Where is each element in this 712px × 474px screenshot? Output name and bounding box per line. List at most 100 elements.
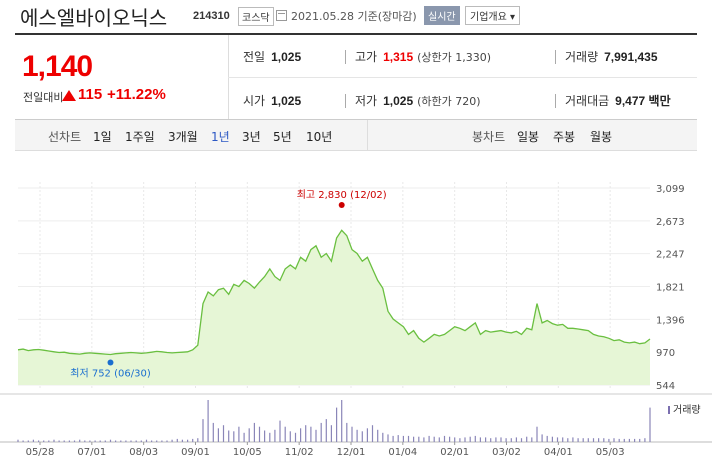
stock-code: 214310 (193, 10, 230, 22)
x-tick-label: 05/28 (26, 447, 55, 458)
volume-bar (459, 438, 461, 442)
volume-bar (202, 419, 204, 442)
x-tick-label: 02/01 (440, 447, 469, 458)
volume-bar (567, 438, 569, 442)
candle-monthly[interactable]: 월봉 (590, 130, 613, 144)
period-1w[interactable]: 1주일 (125, 130, 155, 144)
volume-bar (587, 438, 589, 442)
volume-bar (22, 440, 24, 442)
volume-bar (187, 439, 189, 442)
price-summary: 1,140 전일대비 115 +11.22% 전일 1,025 고가 1,315 (상… (15, 35, 697, 120)
volume-bar (531, 437, 533, 442)
volume-bar (253, 422, 255, 442)
period-1d[interactable]: 1일 (93, 130, 112, 144)
y-tick-label: 1,396 (656, 315, 685, 326)
volume-bar (361, 431, 363, 442)
volume-bar (130, 440, 132, 442)
volume-bar (464, 437, 466, 442)
volume-bar (212, 422, 214, 442)
volume-bar (397, 435, 399, 442)
volume-bar (120, 440, 122, 442)
volume-bar (485, 437, 487, 442)
volume-bar (551, 436, 553, 442)
volume-bar (598, 438, 600, 442)
candle-daily[interactable]: 일봉 (517, 130, 540, 144)
y-axis-ticks: 3,099 2,673 2,247 1,821 1,396 970 544 (656, 184, 685, 392)
volume-bar (608, 438, 610, 442)
x-tick-label: 11/02 (285, 447, 314, 458)
volume-bar (300, 428, 302, 442)
company-name: 에스엘바이오닉스 (20, 6, 168, 30)
x-tick-label: 03/02 (492, 447, 521, 458)
period-5y[interactable]: 5년 (273, 130, 292, 144)
volume-bar (392, 435, 394, 442)
volume-bars (17, 400, 651, 442)
x-tick-label: 01/04 (388, 447, 417, 458)
volume-bar (27, 440, 29, 442)
realtime-button[interactable]: 실시간 (424, 6, 460, 25)
volume-bar (510, 438, 512, 442)
x-tick-label: 10/05 (233, 447, 262, 458)
y-tick-label: 2,247 (656, 250, 685, 261)
volume-bar (279, 420, 281, 442)
volume-bar (613, 438, 615, 442)
volume-bar (479, 437, 481, 442)
line-chart-label: 선차트 (48, 130, 82, 144)
volume-bar (228, 430, 230, 442)
volume-bar (454, 437, 456, 442)
volume-bar (490, 438, 492, 442)
volume-bar (634, 438, 636, 442)
volume-bar (135, 440, 137, 442)
volume-bar (402, 435, 404, 442)
volume-bar (639, 438, 641, 442)
volume-bar (341, 400, 343, 442)
volume-legend: 거래량 (673, 404, 701, 416)
y-tick-label: 2,673 (656, 217, 685, 228)
volume-bar (104, 440, 106, 442)
summary-row-divider (228, 77, 697, 78)
volume-bar (500, 437, 502, 442)
market-badge: 코스닥 (238, 7, 274, 26)
stat-separator (345, 94, 346, 108)
volume-bar (325, 419, 327, 442)
y-tick-label: 3,099 (656, 184, 685, 195)
period-10y[interactable]: 10년 (306, 130, 333, 144)
stat-separator (345, 50, 346, 64)
high-price: 고가 1,315 (상한가 1,330) (355, 50, 492, 64)
low-price: 저가 1,025 (하한가 720) (355, 94, 481, 108)
volume-bar (233, 431, 235, 442)
volume-bar (520, 438, 523, 442)
period-1y[interactable]: 1년 (211, 130, 230, 144)
volume-bar (294, 432, 297, 442)
volume-bar (644, 438, 646, 442)
volume-bar (58, 440, 60, 442)
period-divider (367, 120, 368, 150)
volume-bar (289, 431, 291, 442)
volume-bar (572, 437, 574, 442)
price-line (17, 229, 651, 356)
candle-weekly[interactable]: 주봉 (553, 130, 576, 144)
volume-bar (63, 440, 65, 442)
volume-bar (176, 438, 178, 442)
volume-bar (284, 426, 286, 442)
volume-bar (330, 425, 332, 442)
volume-bar (258, 426, 261, 442)
volume-bar (346, 422, 348, 442)
period-3y[interactable]: 3년 (242, 130, 261, 144)
candle-chart-label: 봉차트 (472, 130, 506, 144)
volume-bar (515, 437, 517, 442)
volume-bar (84, 440, 86, 442)
company-overview-button[interactable]: 기업개요 ▾ (465, 6, 520, 25)
volume: 거래량 7,991,435 (565, 50, 658, 64)
y-tick-label: 970 (656, 348, 675, 359)
volume-bar (582, 438, 584, 442)
period-3m[interactable]: 3개월 (168, 130, 198, 144)
volume-bar (443, 435, 446, 442)
volume-bar (181, 439, 183, 442)
volume-bar (125, 440, 127, 442)
up-triangle-icon (62, 90, 76, 101)
volume-bar (171, 439, 173, 442)
volume-bar (89, 440, 91, 442)
basis-date: 2021.05.28 기준(장마감) (291, 10, 417, 23)
volume-bar (469, 436, 471, 442)
